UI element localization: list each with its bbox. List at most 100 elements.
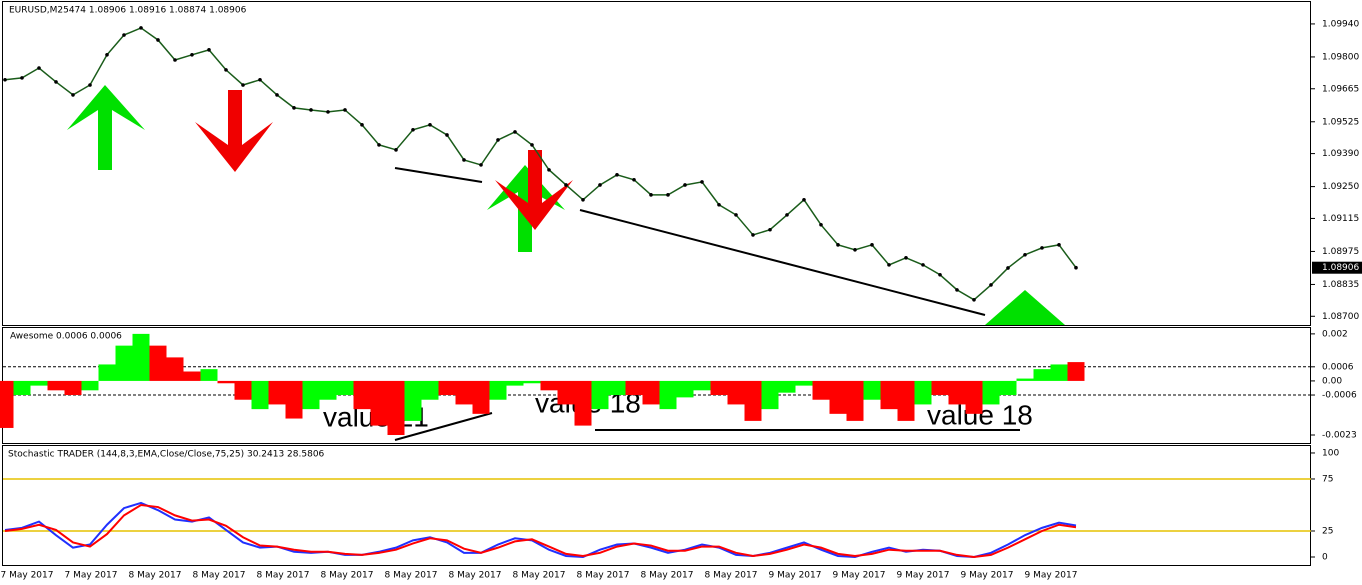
panel-frames [2, 1, 1311, 566]
price-point [496, 138, 500, 142]
price-point [292, 106, 296, 110]
bar [676, 380, 694, 398]
chart-title: EURUSD,M25474 1.08906 1.08916 1.08874 1.… [9, 6, 247, 16]
y-tick-label: 1.08975 [1322, 247, 1359, 257]
bar [438, 380, 456, 396]
x-tick-label: 8 May 2017 [129, 571, 182, 581]
bar [217, 380, 235, 384]
bar [489, 380, 507, 400]
bar [710, 380, 728, 396]
price-point [751, 233, 755, 237]
price-point [207, 48, 211, 52]
price-point [564, 183, 568, 187]
price-point [921, 263, 925, 267]
signal-arrows [67, 85, 1065, 325]
price-point [105, 53, 109, 57]
x-tick-label: 7 May 2017 [65, 571, 118, 581]
bar [897, 380, 915, 421]
x-tick-label: 8 May 2017 [641, 571, 694, 581]
bar [846, 380, 864, 421]
x-tick-label: 8 May 2017 [449, 571, 502, 581]
price-point [666, 193, 670, 197]
bar [132, 333, 150, 381]
main-frame [2, 1, 1311, 326]
current-price-box [1312, 261, 1362, 274]
x-tick-label: 8 May 2017 [193, 571, 246, 581]
bar [166, 357, 184, 381]
bar [81, 380, 99, 391]
price-point [1040, 246, 1044, 250]
down-arrow [495, 150, 573, 230]
panel-title: Awesome 0.0006 0.0006 [10, 332, 122, 342]
price-point [20, 76, 24, 80]
bar [98, 364, 116, 381]
bar [880, 380, 898, 410]
bar [523, 380, 541, 384]
bar [608, 380, 626, 396]
bar [999, 380, 1017, 396]
price-point [530, 143, 534, 147]
bar [795, 380, 813, 386]
y-tick-label: 0.00 [1322, 376, 1342, 386]
y-tick-label: 1.09800 [1322, 52, 1359, 62]
price-point [972, 297, 976, 302]
price-point [428, 123, 432, 127]
price-point [343, 108, 347, 112]
x-tick-label: 8 May 2017 [513, 571, 566, 581]
x-tick-label: 8 May 2017 [577, 571, 630, 581]
price-point [479, 163, 483, 167]
price-point [309, 108, 313, 112]
price-point [615, 173, 619, 177]
price-point [870, 243, 874, 247]
bar [30, 380, 48, 386]
price-point [547, 168, 551, 172]
price-point [54, 80, 58, 84]
bar [642, 380, 660, 405]
bar [47, 380, 65, 391]
bar [965, 380, 983, 414]
price-point [394, 148, 398, 152]
bar [778, 380, 796, 393]
bar [693, 380, 711, 391]
y-tick-label: -0.0006 [1322, 391, 1357, 401]
price-point [649, 193, 653, 197]
y-tick-label: 1.08835 [1322, 280, 1359, 290]
bar [353, 380, 371, 410]
bar [455, 380, 473, 405]
data-line [4, 27, 1077, 301]
bar [948, 380, 966, 405]
current-price-label: 1.08906 [1322, 263, 1359, 273]
price-point [275, 93, 279, 97]
price-point [1006, 266, 1010, 270]
y-tick-label: 1.08700 [1322, 312, 1359, 322]
bar [115, 345, 133, 381]
price-point [598, 183, 602, 187]
y-tick-label: 0.002 [1322, 329, 1348, 339]
y-tick-label: -0.0023 [1322, 431, 1357, 441]
price-point [683, 183, 687, 187]
down-arrow [195, 90, 273, 172]
bar [540, 380, 558, 391]
price-point [88, 83, 92, 87]
bar [1067, 362, 1085, 381]
trend-lines [394, 167, 1020, 441]
price-point [989, 283, 993, 287]
bar [336, 380, 354, 396]
price-point [785, 213, 789, 217]
y-tick-label: 1.09250 [1322, 182, 1359, 192]
price-point [3, 78, 7, 82]
bar [727, 380, 745, 405]
x-tick-label: 8 May 2017 [385, 571, 438, 581]
bar [302, 380, 320, 410]
bar [1033, 369, 1051, 381]
y-tick-label: 0.0006 [1322, 362, 1354, 372]
bar [251, 380, 269, 410]
bar [659, 380, 677, 410]
x-tick-label: 8 May 2017 [321, 571, 374, 581]
price-point [904, 256, 908, 260]
bar [557, 380, 575, 405]
bar [285, 380, 303, 419]
bar [1016, 378, 1034, 381]
